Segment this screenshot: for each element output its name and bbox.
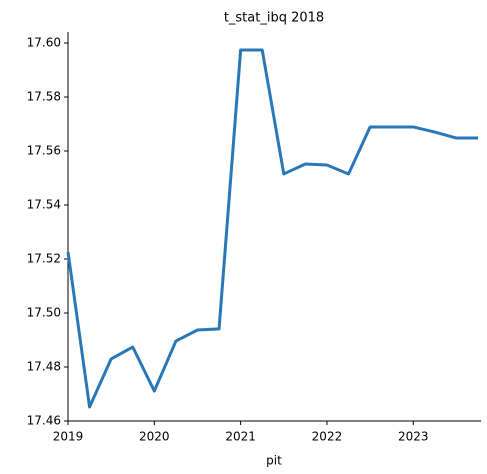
y-tick-label: 17.54 — [27, 198, 61, 212]
y-tick-label: 17.48 — [27, 360, 61, 374]
y-tick-label: 17.46 — [27, 414, 61, 428]
y-tick-label: 17.58 — [27, 90, 61, 104]
y-tick-label: 17.56 — [27, 144, 61, 158]
y-tick-label: 17.60 — [27, 36, 61, 50]
chart-title: t_stat_ibq 2018 — [224, 11, 324, 26]
x-tick-label: 2019 — [53, 430, 84, 444]
x-axis-label: pit — [266, 454, 282, 468]
x-tick-label: 2021 — [225, 430, 256, 444]
y-tick-label: 17.52 — [27, 252, 61, 266]
x-tick-label: 2020 — [139, 430, 170, 444]
x-tick-label: 2023 — [398, 430, 429, 444]
x-tick-label: 2022 — [312, 430, 343, 444]
line-series — [66, 48, 478, 409]
y-tick-label: 17.50 — [27, 306, 61, 320]
